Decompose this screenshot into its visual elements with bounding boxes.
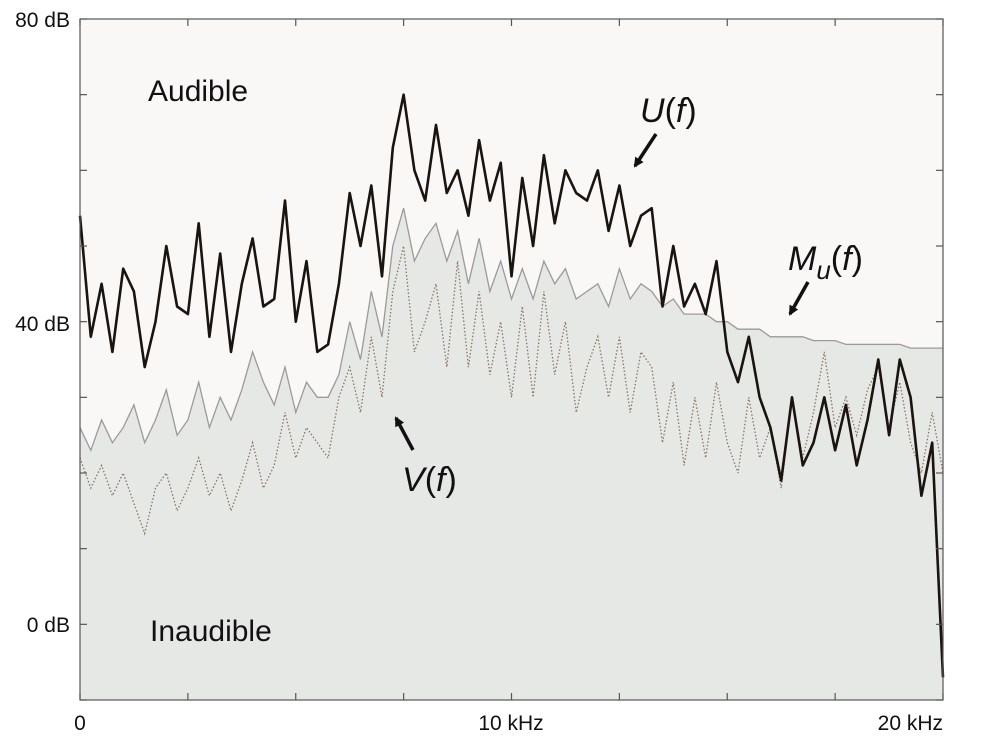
masking-annotation-label: Mu(f) [788, 240, 863, 285]
masking-threshold-area [79, 208, 943, 700]
signal-spectrum-line [78, 93, 945, 678]
residual-annotation-label: V(f) [402, 461, 457, 499]
x-tick-label-20khz: 20 kHz [878, 712, 943, 735]
y-tick-label-0db: 0 dB [27, 614, 70, 637]
masking-annotation-arrow [788, 281, 810, 316]
x-tick-label-0: 0 [74, 712, 86, 735]
signal-spectrum-series [78, 93, 945, 678]
audible-region-label: Audible [148, 75, 248, 108]
y-tick-label-40db: 40 dB [15, 313, 70, 336]
signal-annotation-label: U(f) [640, 92, 697, 130]
residual-annotation: V(f) [394, 416, 457, 499]
masking-annotation: Mu(f) [788, 240, 863, 316]
signal-annotation-arrow [633, 133, 658, 168]
residual-annotation-arrow [394, 416, 415, 451]
inaudible-region-label: Inaudible [150, 615, 272, 648]
masking-threshold-line [79, 208, 943, 452]
x-tick-label-10khz: 10 kHz [478, 712, 543, 735]
masking-threshold-fill [80, 208, 943, 700]
signal-annotation: U(f) [633, 92, 697, 168]
y-tick-label-80db: 80 dB [15, 9, 70, 32]
axis-ticks [79, 18, 944, 701]
